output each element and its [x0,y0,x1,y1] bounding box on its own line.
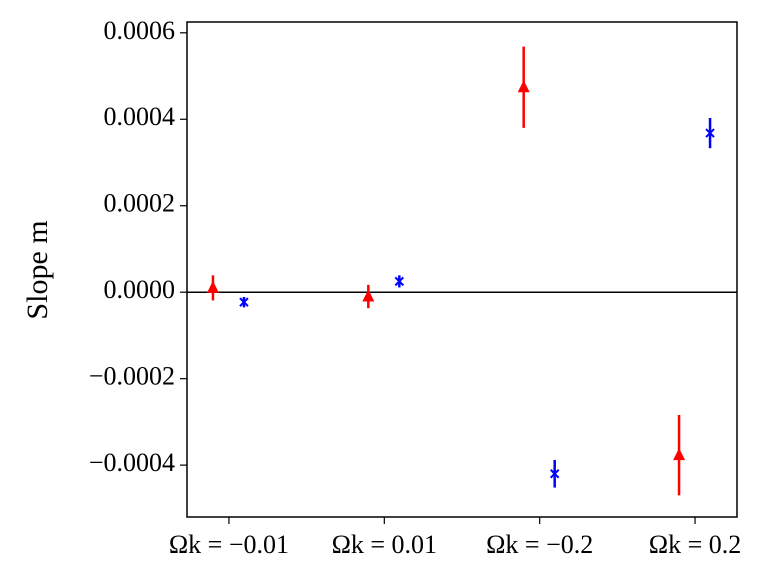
x-tick-label: Ωk = 0.2 [649,530,742,559]
x-tick-label: Ωk = −0.2 [486,530,593,559]
x-tick-label: Ωk = −0.01 [169,530,289,559]
marker [362,289,375,302]
y-tick-label: −0.0004 [89,448,175,477]
marker [705,128,715,138]
plot-frame [186,21,738,518]
x-tick-label: Ωk = 0.01 [332,530,438,559]
y-tick-label: 0.0004 [104,102,176,131]
marker [206,280,219,293]
y-tick-label: 0.0002 [104,189,176,218]
y-tick-label: 0.0006 [104,16,176,45]
marker [517,80,530,93]
marker [673,448,686,461]
marker [394,276,405,287]
marker [549,469,560,479]
marker [239,297,249,307]
y-axis-label: Slope m [21,220,54,319]
y-tick-label: −0.0002 [89,362,175,391]
y-tick-label: 0.0000 [104,275,176,304]
